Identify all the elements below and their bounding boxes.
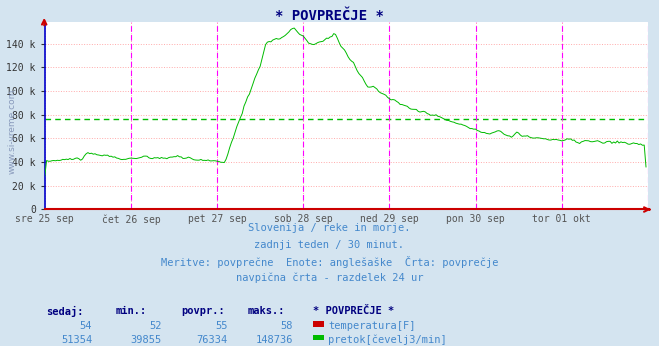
Text: Slovenija / reke in morje.: Slovenija / reke in morje. (248, 223, 411, 233)
Text: 54: 54 (80, 321, 92, 331)
Text: 55: 55 (215, 321, 227, 331)
Text: 51354: 51354 (61, 335, 92, 345)
Text: Meritve: povprečne  Enote: anglešaške  Črta: povprečje: Meritve: povprečne Enote: anglešaške Črt… (161, 256, 498, 268)
Text: 52: 52 (149, 321, 161, 331)
Text: 58: 58 (281, 321, 293, 331)
Text: * POVPREČJE *: * POVPREČJE * (313, 306, 394, 316)
Text: 76334: 76334 (196, 335, 227, 345)
Text: navpična črta - razdelek 24 ur: navpična črta - razdelek 24 ur (236, 273, 423, 283)
Text: www.si-vreme.com: www.si-vreme.com (8, 89, 17, 174)
Text: 148736: 148736 (256, 335, 293, 345)
Text: * POVPREČJE *: * POVPREČJE * (275, 9, 384, 22)
Text: maks.:: maks.: (247, 306, 285, 316)
Text: temperatura[F]: temperatura[F] (328, 321, 416, 331)
Text: pretok[čevelj3/min]: pretok[čevelj3/min] (328, 335, 447, 345)
Text: zadnji teden / 30 minut.: zadnji teden / 30 minut. (254, 240, 405, 250)
Text: povpr.:: povpr.: (181, 306, 225, 316)
Text: sedaj:: sedaj: (46, 306, 84, 317)
Text: min.:: min.: (115, 306, 146, 316)
Text: 39855: 39855 (130, 335, 161, 345)
